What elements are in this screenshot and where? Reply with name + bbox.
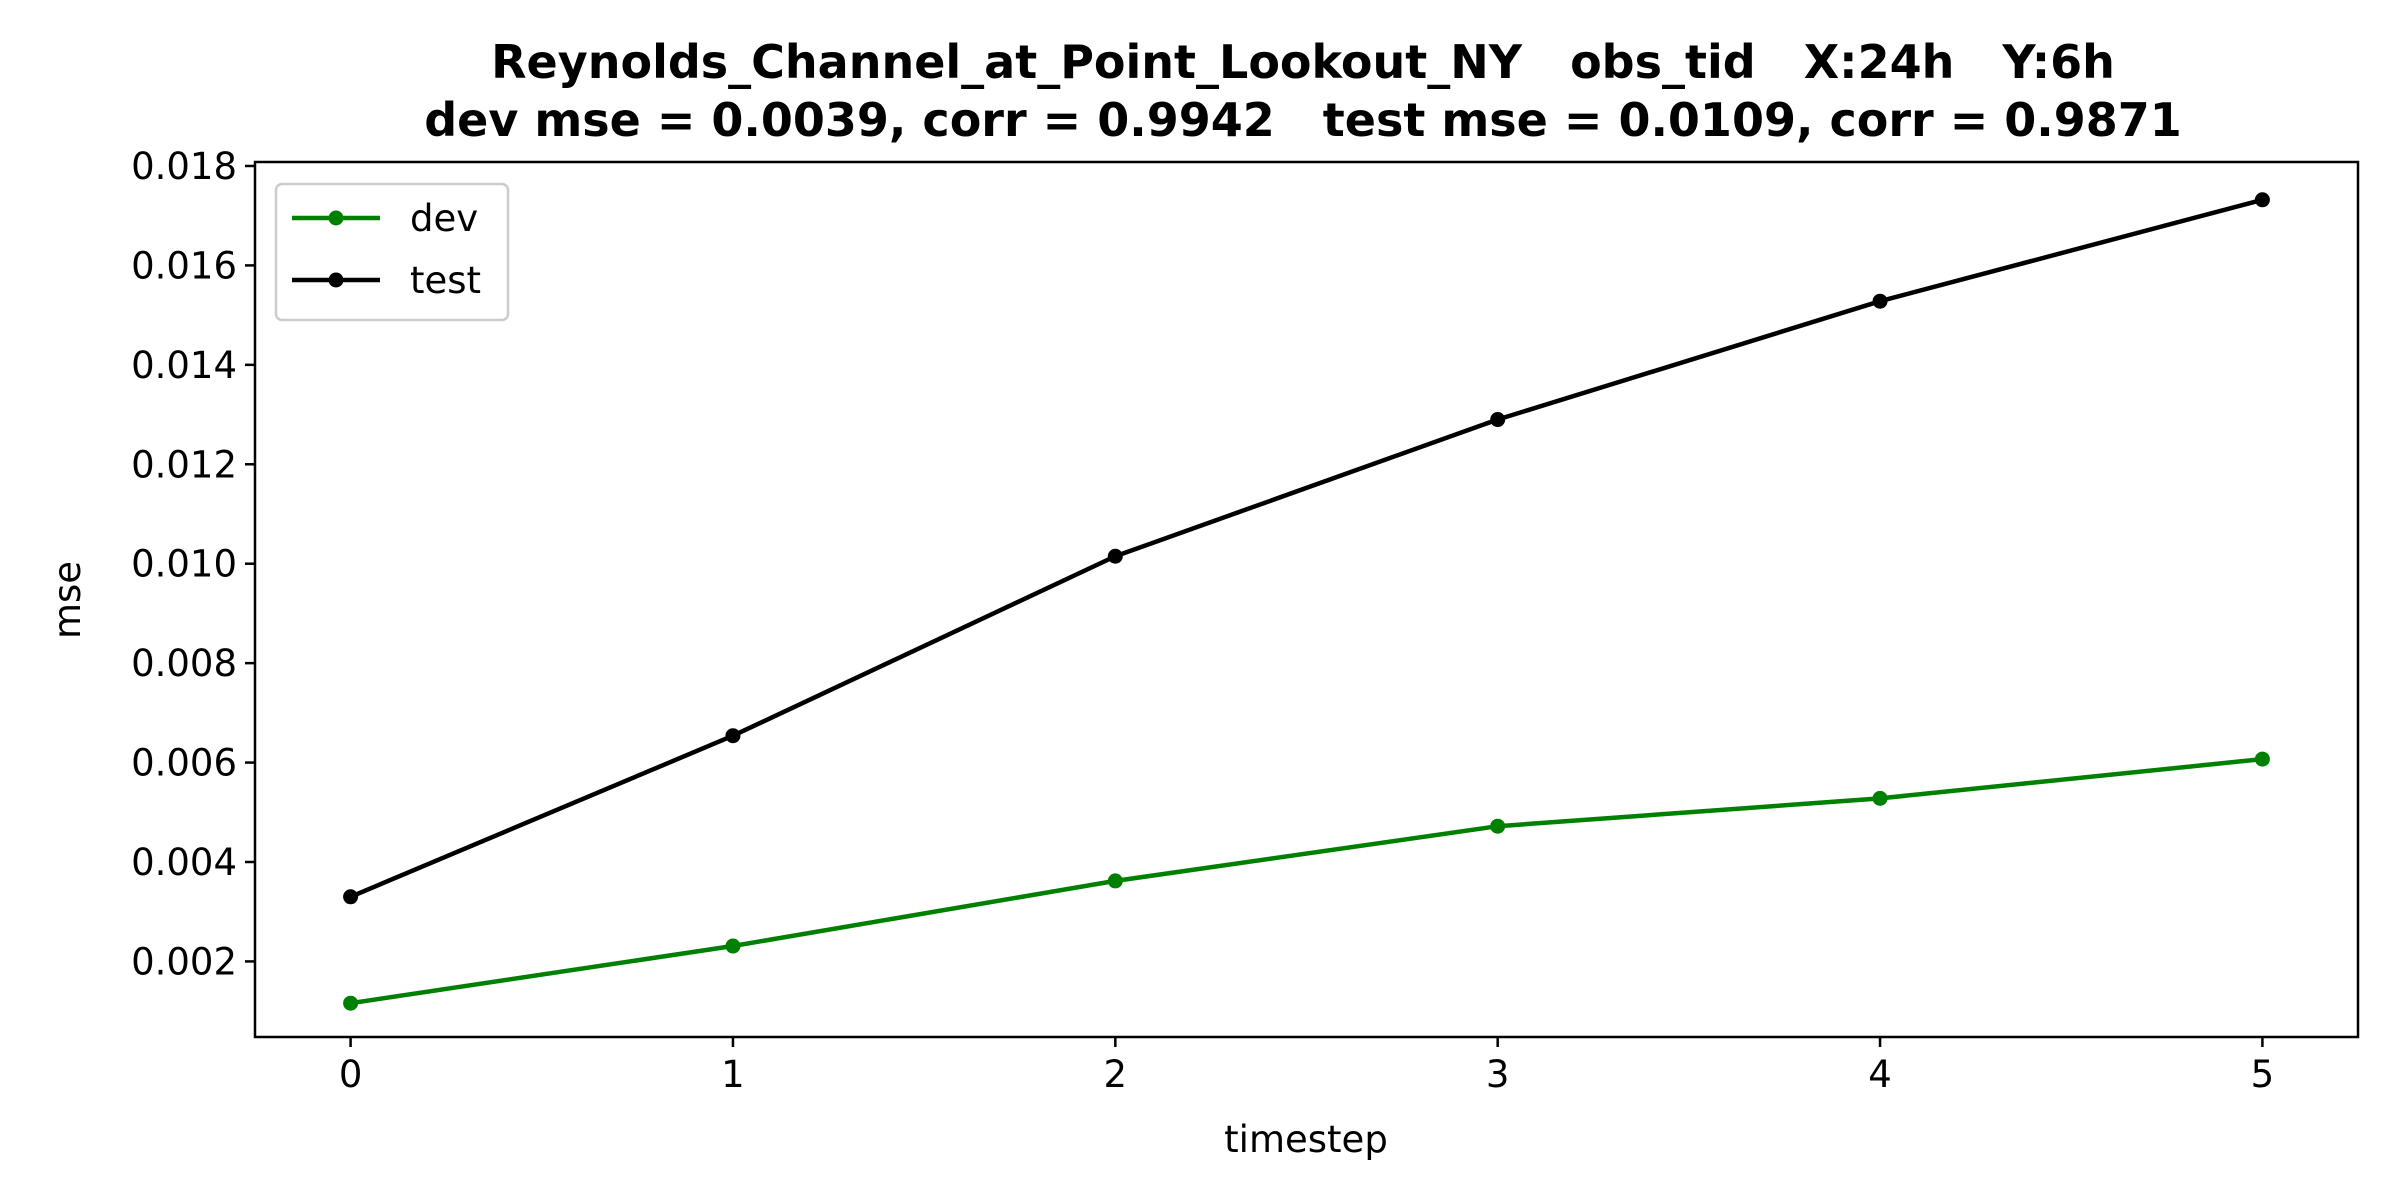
x-tick-label: 2 — [1104, 1053, 1128, 1096]
data-point-dev — [1107, 873, 1123, 889]
data-point-test — [2254, 192, 2270, 208]
legend-dot-test — [328, 272, 344, 288]
y-axis-ticks: 0.002 0.004 0.006 0.008 0.010 0.012 0.014 0.016… — [131, 145, 255, 983]
data-point-dev — [343, 995, 359, 1011]
y-axis-label: mse — [46, 561, 89, 639]
data-point-test — [1490, 412, 1506, 428]
chart-subtitle: dev mse = 0.0039, corr = 0.9942 test mse… — [424, 93, 2182, 147]
data-point-test — [343, 889, 359, 905]
data-point-dev — [1872, 790, 1888, 806]
data-point-dev — [1490, 818, 1506, 834]
y-tick-label: 0.006 — [131, 742, 237, 785]
series-line-test — [349, 197, 2263, 899]
y-tick-label: 0.008 — [131, 642, 237, 685]
data-point-test — [725, 728, 741, 744]
y-tick-label: 0.010 — [131, 543, 237, 586]
series-dev — [343, 751, 2270, 1011]
legend-label-test: test — [410, 259, 481, 302]
chart-title: Reynolds_Channel_at_Point_Lookout_NY obs… — [491, 35, 2115, 89]
y-tick-label: 0.002 — [131, 940, 237, 983]
x-tick-label: 3 — [1486, 1053, 1510, 1096]
x-tick-label: 5 — [2251, 1053, 2275, 1096]
series-test — [343, 192, 2270, 905]
legend-dot-dev — [328, 210, 344, 226]
x-tick-label: 4 — [1868, 1053, 1892, 1096]
data-point-test — [1107, 548, 1123, 564]
legend: dev test — [274, 182, 510, 322]
x-axis-ticks: 0 1 2 3 4 5 — [339, 1037, 2274, 1096]
y-tick-label: 0.014 — [131, 344, 237, 387]
x-tick-label: 1 — [721, 1053, 745, 1096]
y-tick-label: 0.012 — [131, 443, 237, 486]
x-axis-label: timestep — [1224, 1118, 1388, 1161]
x-tick-label: 0 — [339, 1053, 363, 1096]
data-point-test — [1872, 293, 1888, 309]
y-tick-label: 0.016 — [131, 244, 237, 287]
data-point-dev — [2254, 751, 2270, 767]
legend-label-dev: dev — [410, 197, 478, 240]
y-tick-label: 0.004 — [131, 841, 237, 884]
data-point-dev — [725, 938, 741, 954]
series-line-dev — [350, 756, 2263, 1006]
y-tick-label: 0.018 — [131, 145, 237, 188]
series-layer — [343, 192, 2270, 1011]
plot-area-frame — [253, 160, 2360, 1039]
